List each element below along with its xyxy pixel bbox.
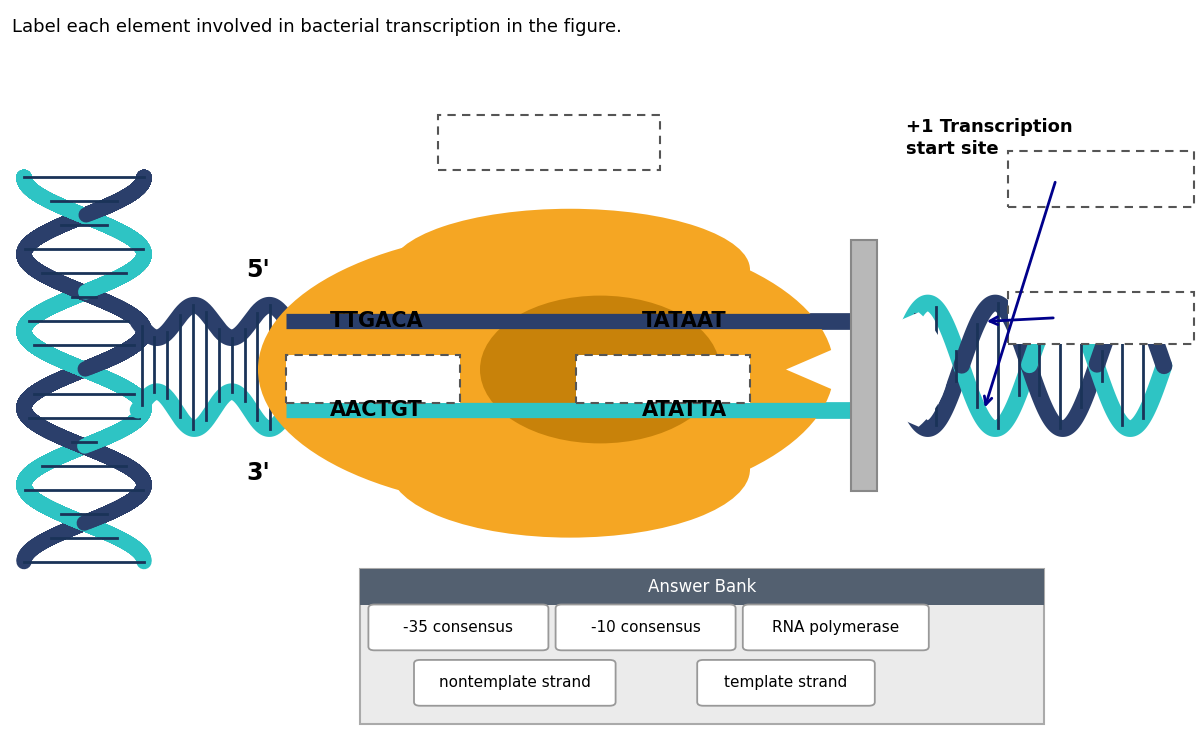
FancyBboxPatch shape [414,660,616,706]
FancyBboxPatch shape [360,569,1044,724]
FancyBboxPatch shape [1008,292,1194,344]
Text: ATATTA: ATATTA [642,400,727,420]
Text: Label each element involved in bacterial transcription in the figure.: Label each element involved in bacterial… [12,18,622,36]
FancyBboxPatch shape [576,355,750,403]
FancyBboxPatch shape [438,115,660,170]
Text: 3': 3' [246,461,270,485]
Text: TATAAT: TATAAT [642,311,727,332]
Ellipse shape [258,229,834,510]
Text: -10 consensus: -10 consensus [590,620,701,635]
FancyBboxPatch shape [360,569,1044,605]
FancyBboxPatch shape [851,240,877,491]
FancyBboxPatch shape [368,605,548,650]
FancyBboxPatch shape [286,355,460,403]
FancyBboxPatch shape [743,605,929,650]
Text: TTGACA: TTGACA [330,311,424,332]
Text: RNA polymerase: RNA polymerase [772,620,900,635]
Ellipse shape [390,401,750,538]
Text: +1 Transcription
start site: +1 Transcription start site [906,118,1073,158]
Ellipse shape [390,208,750,331]
Text: AACTGT: AACTGT [330,400,422,420]
Wedge shape [786,313,948,426]
Text: Answer Bank: Answer Bank [648,578,756,596]
FancyBboxPatch shape [556,605,736,650]
Text: nontemplate strand: nontemplate strand [439,675,590,690]
FancyBboxPatch shape [697,660,875,706]
Ellipse shape [480,296,720,443]
FancyBboxPatch shape [1008,151,1194,207]
Text: 5': 5' [246,258,270,282]
Text: -35 consensus: -35 consensus [403,620,514,635]
Text: template strand: template strand [725,675,847,690]
